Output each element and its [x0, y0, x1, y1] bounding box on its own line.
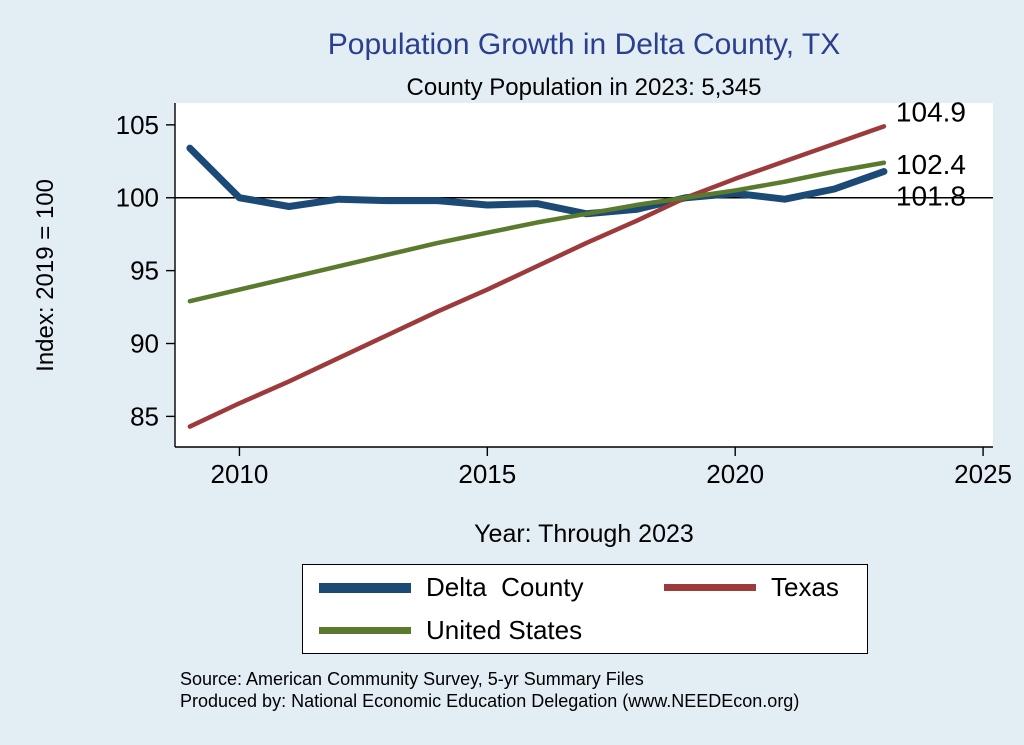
legend-label-delta-county: Delta County [426, 572, 584, 602]
y-axis-label: Index: 2019 = 100 [32, 178, 59, 372]
series-line-delta-county [186, 144, 888, 218]
y-tick-label: 90 [130, 329, 159, 359]
x-tick-label: 2025 [954, 459, 1012, 489]
end-label: 101.8 [896, 180, 966, 211]
plot-area [175, 103, 993, 447]
y-tick-label: 85 [130, 401, 159, 431]
series-line-texas [187, 124, 887, 429]
end-label: 102.4 [896, 149, 966, 180]
chart-notes: Source: American Community Survey, 5-yr … [180, 668, 799, 712]
y-tick-label: 95 [130, 256, 159, 286]
producer-note: Produced by: National Economic Education… [180, 691, 800, 711]
chart-title: Population Growth in Delta County, TX [327, 28, 841, 61]
legend-box: Delta County Texas United States [302, 564, 868, 654]
legend-label-united-states: United States [426, 615, 583, 645]
x-tick-label: 2015 [458, 459, 516, 489]
source-note: Source: American Community Survey, 5-yr … [180, 669, 644, 689]
x-tick-label: 2010 [211, 459, 269, 489]
y-tick-label: 100 [116, 183, 159, 213]
legend-label-texas: Texas [771, 572, 839, 602]
legend-item-united-states: United States [319, 615, 664, 646]
texas-line-swatch [664, 584, 756, 591]
delta-county-line-swatch [319, 582, 411, 593]
legend-item-delta-county: Delta County [319, 572, 664, 603]
y-axis-label-area: Index: 2019 = 100 [18, 110, 74, 440]
x-tick-label: 2020 [706, 459, 764, 489]
series-line-united-states [187, 160, 887, 304]
y-tick-label: 105 [116, 110, 159, 140]
end-label: 104.9 [896, 96, 966, 127]
legend-item-texas: Texas [664, 572, 851, 603]
chart-subtitle: County Population in 2023: 5,345 [406, 74, 762, 101]
x-axis-label: Year: Through 2023 [474, 520, 694, 548]
united-states-line-swatch [319, 627, 411, 634]
